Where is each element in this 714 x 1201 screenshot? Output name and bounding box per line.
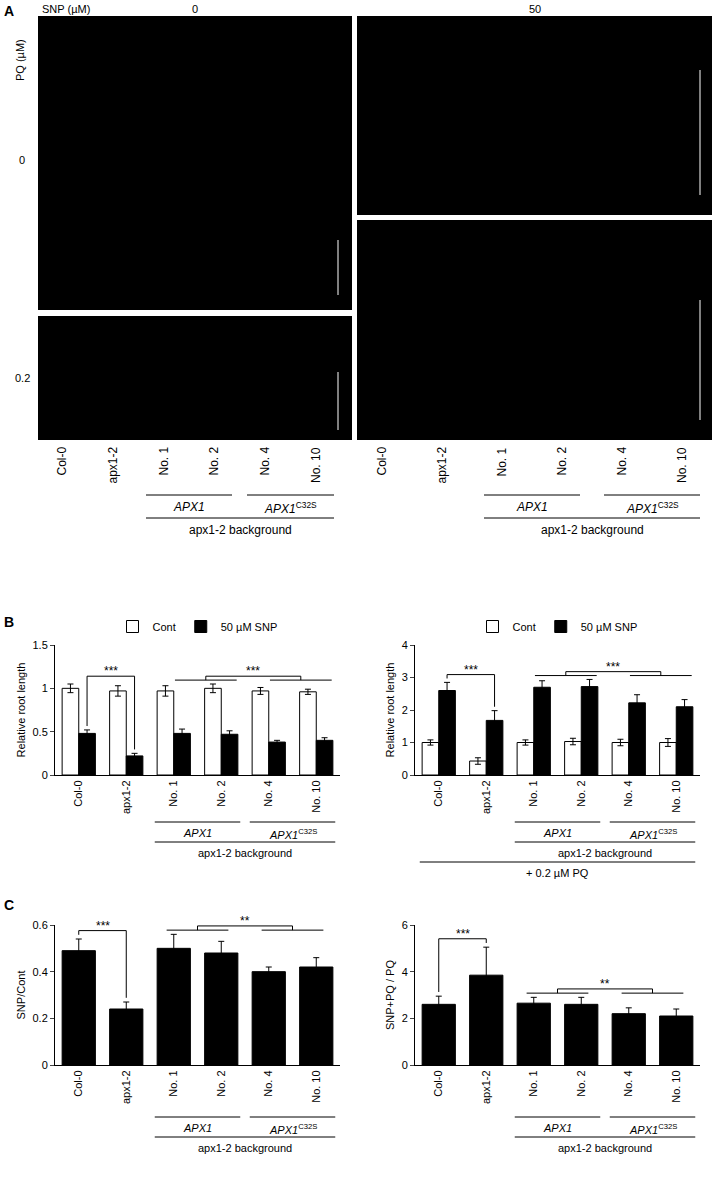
- svg-text:***: ***: [456, 927, 470, 941]
- svg-text:0.2: 0.2: [15, 372, 30, 384]
- svg-text:No. 2: No. 2: [575, 780, 587, 806]
- svg-text:A: A: [4, 3, 14, 19]
- svg-text:Col-0: Col-0: [375, 446, 389, 475]
- svg-text:No. 2: No. 2: [207, 446, 221, 475]
- svg-text:SNP+PQ / PQ: SNP+PQ / PQ: [384, 960, 396, 1030]
- svg-text:0.6: 0.6: [33, 919, 48, 931]
- svg-text:***: ***: [464, 663, 478, 677]
- svg-text:apx1-2: apx1-2: [120, 1070, 132, 1104]
- svg-text:Cont: Cont: [513, 621, 536, 633]
- svg-text:+ 0.2 µM PQ: + 0.2 µM PQ: [526, 867, 589, 879]
- svg-text:APX1: APX1: [543, 1122, 572, 1134]
- svg-text:APX1​C32S​: APX1​C32S​: [626, 500, 679, 516]
- svg-text:Col-0: Col-0: [72, 780, 84, 806]
- svg-text:APX1​C32S​: APX1​C32S​: [264, 500, 317, 516]
- svg-text:0: 0: [402, 1059, 408, 1071]
- svg-text:No. 4: No. 4: [615, 446, 629, 475]
- svg-text:4: 4: [402, 639, 408, 651]
- svg-text:No. 4: No. 4: [258, 446, 272, 475]
- svg-text:C: C: [4, 897, 14, 913]
- svg-text:0.5: 0.5: [33, 726, 48, 738]
- svg-text:0.4: 0.4: [33, 966, 48, 978]
- svg-text:No. 2: No. 2: [575, 1070, 587, 1096]
- svg-text:No. 1: No. 1: [167, 1070, 179, 1096]
- svg-text:0: 0: [402, 769, 408, 781]
- svg-text:Col-0: Col-0: [72, 1070, 84, 1096]
- svg-text:apx1-2: apx1-2: [120, 780, 132, 814]
- svg-text:Relative root length: Relative root length: [15, 663, 27, 758]
- svg-text:apx1-2: apx1-2: [106, 446, 120, 483]
- svg-text:***: ***: [96, 919, 110, 933]
- svg-text:apx1-2 background: apx1-2 background: [198, 1142, 292, 1154]
- svg-text:No. 10: No. 10: [670, 780, 682, 812]
- svg-text:0: 0: [42, 769, 48, 781]
- svg-text:apx1-2 background: apx1-2 background: [541, 523, 644, 537]
- svg-text:APX1: APX1: [516, 500, 548, 514]
- svg-text:1.5: 1.5: [33, 639, 48, 651]
- svg-text:No. 2: No. 2: [215, 1070, 227, 1096]
- svg-text:No. 1: No. 1: [495, 447, 509, 476]
- svg-text:apx1-2 background: apx1-2 background: [198, 847, 292, 859]
- svg-text:No. 1: No. 1: [157, 446, 171, 475]
- svg-text:2: 2: [402, 704, 408, 716]
- svg-text:No. 4: No. 4: [262, 780, 274, 806]
- svg-text:APX1​C32S​: APX1​C32S​: [629, 827, 677, 841]
- svg-text:No. 4: No. 4: [622, 1070, 634, 1096]
- svg-text:No. 10: No. 10: [309, 447, 323, 483]
- svg-text:No. 2: No. 2: [555, 446, 569, 475]
- svg-text:***: ***: [606, 660, 620, 674]
- svg-text:apx1-2: apx1-2: [480, 1070, 492, 1104]
- svg-text:APX1: APX1: [543, 827, 572, 839]
- svg-text:2: 2: [402, 1012, 408, 1024]
- svg-text:Col-0: Col-0: [55, 446, 69, 475]
- svg-text:6: 6: [402, 919, 408, 931]
- svg-text:apx1-2 background: apx1-2 background: [558, 1142, 652, 1154]
- svg-text:1: 1: [402, 736, 408, 748]
- svg-text:1: 1: [42, 682, 48, 694]
- svg-text:No. 10: No. 10: [675, 447, 689, 483]
- svg-text:APX1​C32S​: APX1​C32S​: [269, 1122, 317, 1136]
- svg-text:***: ***: [246, 664, 260, 678]
- svg-text:No. 1: No. 1: [527, 780, 539, 806]
- svg-text:No. 1: No. 1: [167, 780, 179, 806]
- svg-text:apx1-2 background: apx1-2 background: [189, 523, 292, 537]
- svg-text:**: **: [240, 914, 250, 928]
- svg-text:50: 50: [529, 3, 541, 15]
- svg-text:APX1: APX1: [183, 827, 212, 839]
- svg-text:Relative root length: Relative root length: [384, 663, 396, 758]
- svg-text:0.2: 0.2: [33, 1012, 48, 1024]
- svg-text:0: 0: [42, 1059, 48, 1071]
- svg-text:APX1: APX1: [173, 500, 205, 514]
- svg-text:apx1-2 background: apx1-2 background: [558, 847, 652, 859]
- svg-text:APX1: APX1: [183, 1122, 212, 1134]
- svg-text:0: 0: [192, 3, 198, 15]
- svg-text:No. 10: No. 10: [310, 780, 322, 812]
- svg-text:Col-0: Col-0: [432, 780, 444, 806]
- svg-text:No. 2: No. 2: [215, 780, 227, 806]
- svg-text:SNP (µM): SNP (µM): [42, 3, 90, 15]
- svg-text:APX1​C32S​: APX1​C32S​: [269, 827, 317, 841]
- svg-text:No. 10: No. 10: [670, 1070, 682, 1102]
- svg-text:No. 4: No. 4: [262, 1070, 274, 1096]
- svg-text:APX1​C32S​: APX1​C32S​: [629, 1122, 677, 1136]
- svg-text:No. 4: No. 4: [622, 780, 634, 806]
- svg-text:Col-0: Col-0: [432, 1070, 444, 1096]
- svg-text:No. 1: No. 1: [527, 1070, 539, 1096]
- svg-text:No. 10: No. 10: [310, 1070, 322, 1102]
- svg-text:3: 3: [402, 671, 408, 683]
- svg-text:4: 4: [402, 966, 408, 978]
- svg-text:0: 0: [19, 154, 25, 166]
- svg-text:**: **: [600, 977, 610, 991]
- svg-text:50 µM SNP: 50 µM SNP: [221, 621, 277, 633]
- svg-text:PQ (µM): PQ (µM): [14, 39, 26, 81]
- svg-text:B: B: [4, 614, 14, 630]
- svg-text:SNP/Cont: SNP/Cont: [15, 971, 27, 1020]
- svg-text:Cont: Cont: [153, 621, 176, 633]
- svg-text:apx1-2: apx1-2: [435, 446, 449, 483]
- svg-text:50 µM SNP: 50 µM SNP: [581, 621, 637, 633]
- svg-text:***: ***: [104, 664, 118, 678]
- svg-text:apx1-2: apx1-2: [480, 780, 492, 814]
